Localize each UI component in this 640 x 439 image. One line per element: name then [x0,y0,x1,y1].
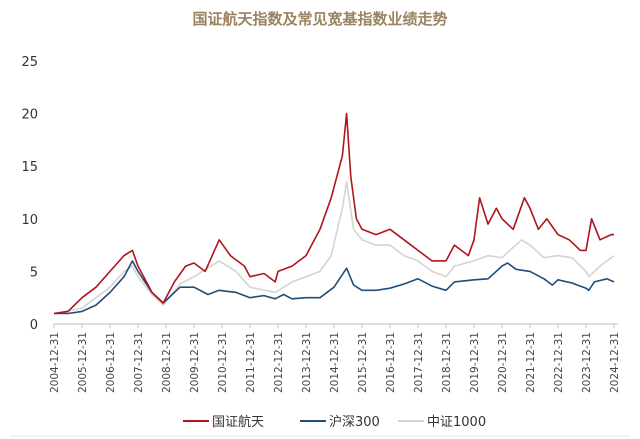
x-tick-label: 2011-12-31 [245,332,257,393]
series-group [53,112,615,315]
y-tick-label: 15 [21,160,38,175]
x-tick-label: 2007-12-31 [133,332,145,393]
x-tick-label: 2023-12-31 [581,332,593,393]
legend-label: 中证1000 [427,415,486,430]
x-tick-label: 2004-12-31 [49,332,61,393]
legend: 国证航天 沪深300 中证1000 [183,414,486,430]
x-tick-label: 2016-12-31 [385,332,397,393]
x-tick-label: 2006-12-31 [105,332,117,393]
y-axis: 0 5 10 15 20 25 [21,55,38,333]
x-tick-label: 2024-12-31 [609,332,621,393]
y-tick-label: 20 [21,108,38,123]
x-tick-label: 2018-12-31 [441,332,453,393]
x-tick-label: 2008-12-31 [161,332,173,393]
x-tick-label: 2015-12-31 [357,332,369,393]
x-tick-label: 2021-12-31 [525,332,537,393]
legend-label: 国证航天 [212,414,264,430]
series-line-0 [53,181,615,315]
x-tick-label: 2020-12-31 [497,332,509,393]
series-line-1 [54,260,615,315]
x-axis: 2004-12-31 2005-12-31 2006-12-31 2007-12-31… [49,324,621,393]
series-line-2 [53,112,614,315]
x-tick-label: 2017-12-31 [413,332,425,393]
x-tick-label: 2010-12-31 [217,332,229,393]
x-tick-label: 2022-12-31 [553,332,565,393]
y-tick-label: 25 [21,55,38,70]
y-tick-label: 5 [30,265,38,280]
x-tick-label: 2013-12-31 [301,332,313,393]
x-tick-label: 2009-12-31 [189,332,201,393]
chart-title: 国证航天指数及常见宽基指数业绩走势 [192,10,447,28]
x-tick-label: 2012-12-31 [273,332,285,393]
x-tick-label: 2005-12-31 [77,332,89,393]
x-tick-label: 2014-12-31 [329,332,341,393]
y-tick-label: 10 [21,213,38,228]
legend-label: 沪深300 [329,414,380,430]
y-tick-label: 0 [30,318,38,333]
x-tick-label: 2019-12-31 [469,332,481,393]
